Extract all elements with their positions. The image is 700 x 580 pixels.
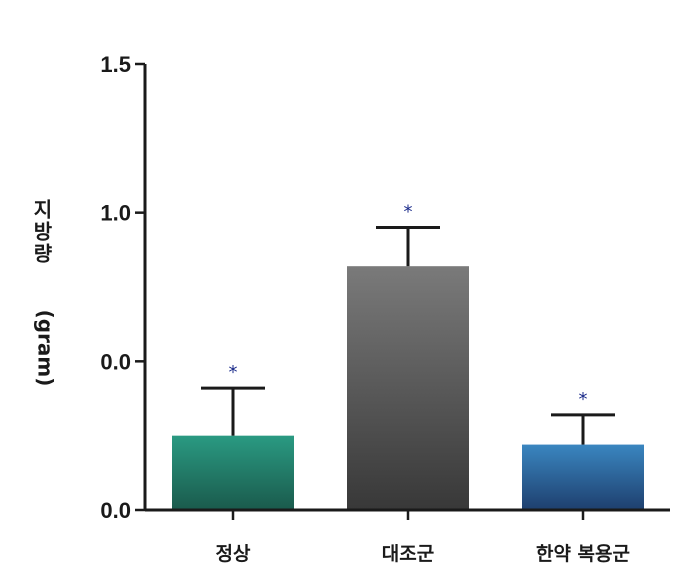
significance-star-2: *: [579, 389, 588, 410]
significance-star-0: *: [229, 362, 238, 383]
significance-markers: * * *: [229, 202, 588, 410]
error-bars: [201, 226, 615, 445]
y-tick-label-0: 0.0: [100, 498, 131, 523]
bar-1: [347, 266, 469, 510]
bar-2: [522, 444, 644, 510]
significance-star-1: *: [404, 202, 413, 223]
x-category-label-0: 정상: [216, 543, 251, 565]
y-ticks: 0.0 0.0 1.0 1.5: [100, 52, 145, 523]
y-axis-title: 지방량 (gram): [30, 199, 58, 387]
x-category-label-1: 대조군: [382, 543, 434, 565]
bar-0: [172, 435, 294, 510]
y-tick-label-1: 0.0: [100, 349, 131, 374]
x-category-label-2: 한약 복용군: [536, 543, 630, 565]
y-axis-title-unit: (gram): [34, 310, 58, 387]
y-axis-title-main: 지방량: [30, 199, 54, 265]
y-tick-label-3: 1.5: [100, 52, 131, 77]
y-tick-label-2: 1.0: [100, 201, 131, 226]
x-categories: 정상 대조군 한약 복용군: [216, 510, 630, 565]
bar-series: [172, 266, 644, 510]
